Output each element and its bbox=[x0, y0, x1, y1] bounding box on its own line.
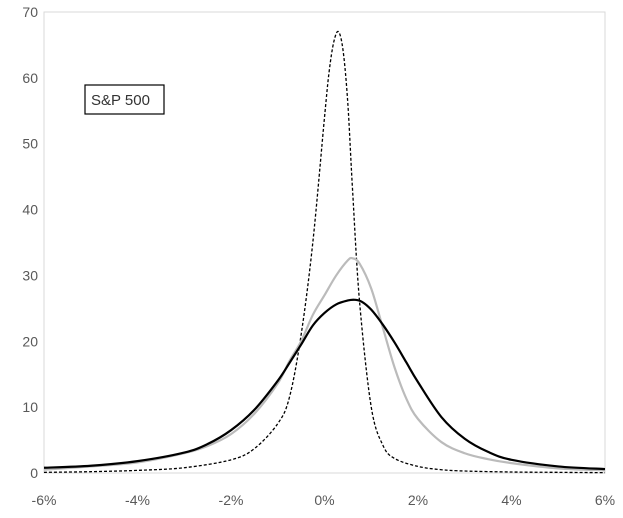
x-tick-label: -6% bbox=[32, 492, 57, 508]
series-line-3 bbox=[43, 298, 606, 471]
x-tick-label: 0% bbox=[314, 492, 334, 508]
y-tick-label: 0 bbox=[30, 465, 38, 481]
plot-area-border bbox=[43, 11, 606, 474]
series-line-2 bbox=[43, 256, 606, 472]
y-tick-label: 30 bbox=[22, 267, 38, 283]
x-axis: -6% -4% -2% 0% 2% 4% 6% bbox=[32, 492, 616, 508]
x-tick-label: 4% bbox=[501, 492, 521, 508]
y-tick-label: 20 bbox=[22, 333, 38, 349]
annotation-box bbox=[84, 84, 165, 115]
y-tick-label: 40 bbox=[22, 202, 38, 218]
annotation: S&P 500 bbox=[84, 84, 165, 115]
x-tick-label: 6% bbox=[595, 492, 615, 508]
annotation-label: S&P 500 bbox=[91, 92, 150, 109]
y-axis: 0 10 20 30 40 50 60 70 bbox=[22, 4, 38, 481]
x-tick-label: 2% bbox=[408, 492, 428, 508]
y-tick-label: 50 bbox=[22, 136, 38, 152]
series-line-1 bbox=[43, 30, 606, 474]
y-tick-label: 60 bbox=[22, 70, 38, 86]
series-lines bbox=[43, 30, 606, 474]
x-tick-label: -2% bbox=[219, 492, 244, 508]
y-tick-label: 10 bbox=[22, 399, 38, 415]
y-tick-label: 70 bbox=[22, 4, 38, 20]
x-tick-label: -4% bbox=[125, 492, 150, 508]
